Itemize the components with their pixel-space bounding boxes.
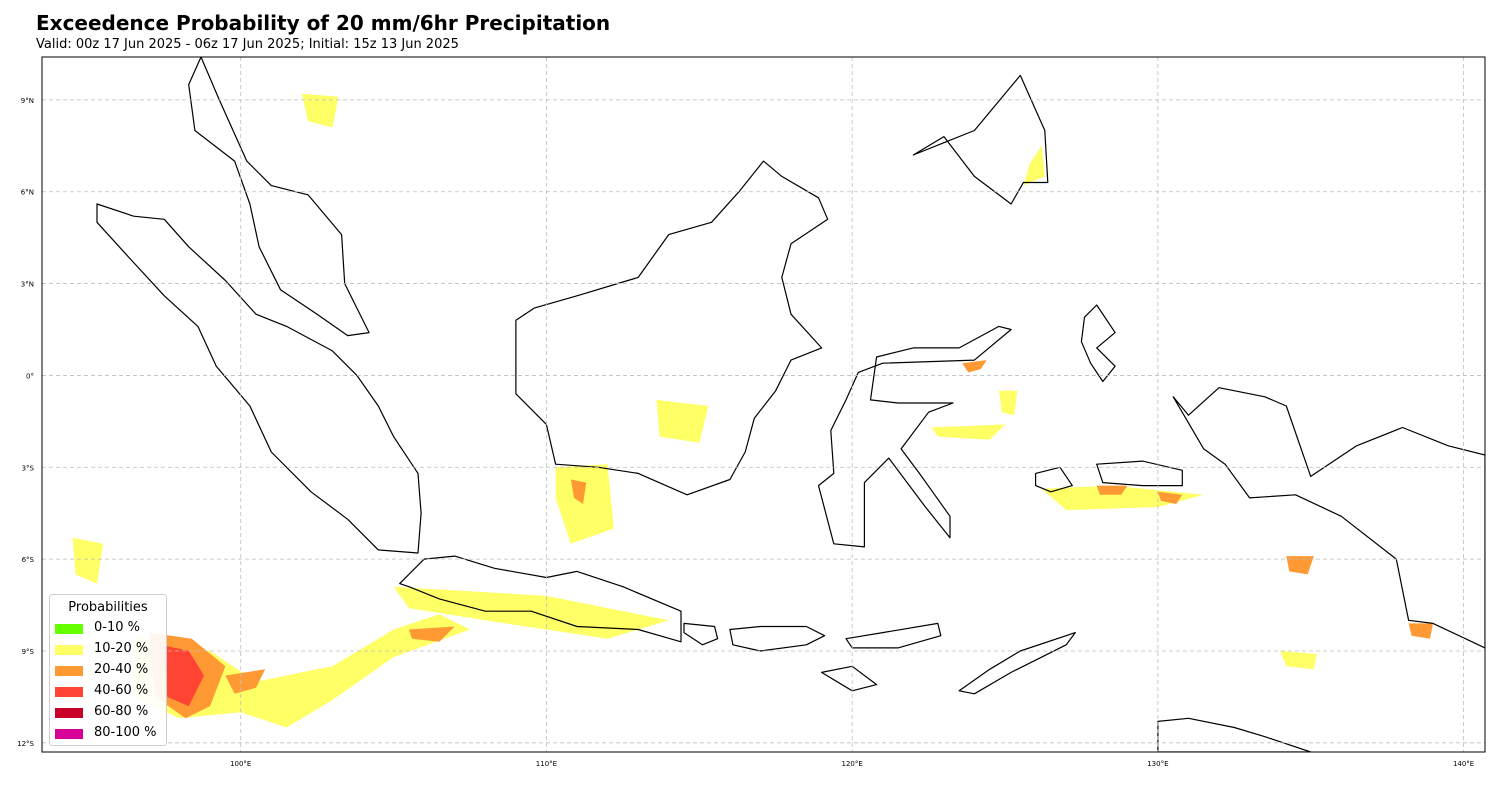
coastline-australia-north — [1157, 717, 1312, 752]
legend-label-20-40: 20-40 % — [94, 662, 149, 677]
lon-tick-label-130: 130°E — [1147, 760, 1168, 768]
rain-area-20-40-14 — [1286, 556, 1314, 575]
rain-area-10-20-3 — [393, 586, 669, 639]
legend-label-40-60: 40-60 % — [94, 683, 149, 698]
rain-area-10-20-6 — [1023, 145, 1045, 186]
legend-swatch-80-100 — [55, 729, 83, 739]
map-frame — [41, 56, 1486, 753]
legend-item-60-80: 60-80 % — [54, 704, 164, 722]
coastline-timor — [958, 631, 1076, 695]
legend-swatch-0-10 — [55, 624, 83, 634]
legend-item-40-60: 40-60 % — [54, 683, 164, 701]
lon-tick-label-100: 100°E — [230, 760, 251, 768]
rain-area-10-20-10 — [998, 390, 1018, 416]
legend-label-60-80: 60-80 % — [94, 704, 149, 719]
coastline-lombok-sumbawa — [729, 625, 826, 652]
legend-swatch-20-40 — [55, 666, 83, 676]
rain-area-20-40-19 — [962, 360, 987, 373]
chart-subtitle: Valid: 00z 17 Jun 2025 - 06z 17 Jun 2025… — [36, 37, 459, 52]
rain-area-10-20-1 — [555, 464, 614, 544]
lon-tick-label-140: 140°E — [1453, 760, 1474, 768]
legend-swatch-60-80 — [55, 708, 83, 718]
coastline-seram — [1096, 460, 1183, 487]
rain-area-10-20-0 — [133, 614, 470, 728]
chart-title: Exceedence Probability of 20 mm/6hr Prec… — [36, 11, 611, 35]
rain-area-10-20-9 — [72, 537, 104, 584]
coastline-sumatra — [96, 203, 422, 554]
rain-area-20-40-17 — [1408, 623, 1433, 639]
legend-swatch-10-20 — [55, 645, 83, 655]
rain-area-10-20-7 — [301, 93, 339, 128]
lat-tick-label-s6: 6°S — [22, 556, 35, 564]
coastline-philippines-mindanao — [912, 74, 1049, 205]
lat-tick-label-s3: 3°S — [22, 464, 35, 472]
lat-tick-label-n3: 3°N — [21, 281, 34, 289]
coastline-sumba — [820, 665, 878, 692]
lat-tick-label-s12: 12°S — [17, 740, 34, 748]
lat-tick-label-s9: 9°S — [22, 648, 35, 656]
lat-tick-label-n0: 0° — [26, 372, 34, 380]
legend-label-80-100: 80-100 % — [94, 725, 157, 740]
rain-area-20-40-15 — [1096, 485, 1128, 495]
coastline-java — [399, 555, 682, 643]
coastline-sulawesi — [817, 325, 1012, 548]
rain-area-20-40-12 — [225, 669, 266, 694]
rain-area-40-60-20 — [161, 644, 204, 707]
coastline-bali — [683, 622, 719, 646]
legend-label-0-10: 0-10 % — [94, 620, 140, 635]
legend-item-0-10: 0-10 % — [54, 620, 164, 638]
coastline-new-guinea — [1172, 387, 1485, 649]
legend-item-20-40: 20-40 % — [54, 662, 164, 680]
coastline-halmahera — [1080, 304, 1116, 383]
map-area — [42, 57, 1485, 752]
lat-tick-label-n6: 6°N — [21, 189, 34, 197]
coastline-buru — [1034, 466, 1073, 493]
coastline-flores — [845, 622, 942, 649]
rain-area-10-20-2 — [656, 399, 709, 443]
coastline-malay-peninsula — [188, 57, 370, 337]
legend-title: Probabilities — [68, 600, 148, 615]
legend-swatch-40-60 — [55, 687, 83, 697]
coastline-borneo — [515, 160, 829, 496]
rain-area-20-40-18 — [570, 479, 587, 504]
legend-item-10-20: 10-20 % — [54, 641, 164, 659]
legend: Probabilities 0-10 % 10-20 % 20-40 % 40-… — [49, 594, 167, 746]
legend-label-10-20: 10-20 % — [94, 641, 149, 656]
rain-area-10-20-8 — [1280, 651, 1317, 670]
lat-tick-label-n9: 9°N — [21, 97, 34, 105]
lon-tick-label-110: 110°E — [536, 760, 557, 768]
rain-area-20-40-13 — [408, 626, 455, 642]
rain-area-20-40-16 — [1157, 491, 1183, 504]
legend-item-80-100: 80-100 % — [54, 725, 164, 743]
rain-area-10-20-4 — [1041, 485, 1204, 511]
lon-tick-label-120: 120°E — [842, 760, 863, 768]
rain-area-10-20-5 — [931, 424, 1005, 440]
